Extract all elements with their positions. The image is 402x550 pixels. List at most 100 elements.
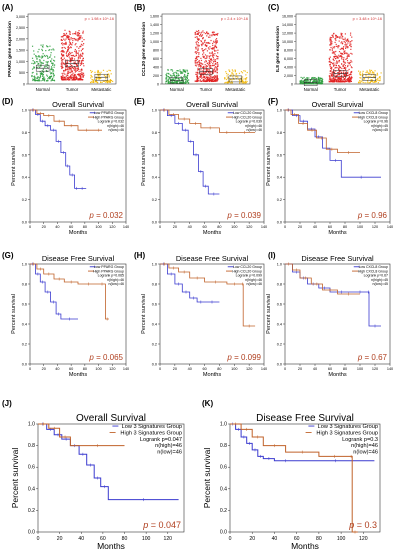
data-point <box>212 48 214 50</box>
x-tick-label: 100 <box>337 536 346 542</box>
data-point <box>110 73 112 75</box>
data-point <box>215 45 217 48</box>
data-point <box>183 82 185 84</box>
data-point <box>197 80 199 82</box>
data-point <box>165 74 168 76</box>
legend-entry: n(low)=45 <box>373 128 389 132</box>
data-point <box>332 34 334 36</box>
data-point <box>357 82 360 84</box>
data-point <box>50 54 52 56</box>
data-point <box>170 79 172 81</box>
data-point <box>97 78 99 80</box>
data-point <box>346 52 348 54</box>
series-line <box>30 109 102 131</box>
data-point <box>45 64 47 66</box>
legend-entry: High 3 Signatures Group <box>316 430 378 436</box>
data-point <box>330 75 333 77</box>
data-point <box>346 60 349 62</box>
data-point <box>91 78 93 81</box>
data-point <box>70 57 72 59</box>
data-point <box>186 69 188 71</box>
data-point <box>206 78 208 81</box>
data-point <box>167 79 169 81</box>
data-point <box>200 80 202 82</box>
data-point <box>195 41 197 43</box>
data-point <box>328 57 330 60</box>
y-tick-label: 3,000 <box>16 15 25 19</box>
data-point <box>214 80 216 82</box>
data-point <box>244 78 246 80</box>
data-point <box>79 78 81 80</box>
data-point <box>64 39 66 41</box>
data-point <box>81 62 83 64</box>
data-point <box>66 78 69 80</box>
y-tick-label: 0.8 <box>22 131 27 135</box>
panel-label: (B) <box>134 3 145 12</box>
data-point <box>110 79 113 82</box>
data-point <box>181 81 184 83</box>
data-point <box>203 78 205 80</box>
series-line <box>30 263 109 320</box>
data-point <box>176 74 178 76</box>
data-point <box>201 73 203 75</box>
data-point <box>61 72 63 75</box>
data-point <box>204 39 206 41</box>
data-point <box>331 72 333 74</box>
data-point <box>372 71 374 74</box>
data-point <box>198 39 200 41</box>
y-tick-label: 0.2 <box>22 198 27 202</box>
data-point <box>321 79 323 81</box>
data-point <box>42 53 44 55</box>
data-point <box>216 71 218 73</box>
y-tick-label: 1.0 <box>277 109 282 113</box>
data-point <box>100 81 102 83</box>
data-point <box>32 78 34 80</box>
p-value-text: = 0.96 <box>362 211 387 220</box>
data-point <box>232 70 234 72</box>
data-point <box>91 76 93 78</box>
data-point <box>209 66 211 68</box>
data-point <box>183 70 186 72</box>
data-point <box>33 76 35 78</box>
data-point <box>344 44 346 46</box>
data-point <box>198 35 201 37</box>
data-point <box>67 47 70 49</box>
data-point <box>206 69 208 71</box>
data-point <box>214 66 217 68</box>
p-value-label: p = 0.047 <box>142 520 181 530</box>
data-point <box>214 69 216 71</box>
data-point <box>209 55 211 58</box>
data-point <box>64 63 66 66</box>
data-point <box>335 36 337 38</box>
data-point <box>171 69 173 71</box>
plot-frame <box>29 263 127 365</box>
y-tick-label: 8,000 <box>284 49 293 53</box>
data-point <box>339 66 341 68</box>
legend-entry: n(high)=46 <box>107 278 124 282</box>
series-line <box>230 423 375 462</box>
legend-entry: High CCL20 Group <box>232 115 262 119</box>
data-point <box>307 81 309 83</box>
data-point <box>216 62 219 64</box>
data-point <box>228 80 230 83</box>
y-tick-label: 1.0 <box>152 263 157 267</box>
data-point <box>333 69 335 71</box>
data-point <box>336 57 339 59</box>
data-point <box>336 81 339 83</box>
data-point <box>199 76 201 78</box>
data-point <box>332 80 335 82</box>
data-point <box>42 79 44 81</box>
data-point <box>90 75 92 77</box>
data-point <box>344 62 347 64</box>
data-point <box>329 56 331 58</box>
data-point <box>62 54 64 56</box>
data-point <box>361 74 363 76</box>
chart-title: Overall Survival <box>186 100 238 109</box>
data-point <box>50 76 52 78</box>
p-value-symbol: p <box>226 211 232 220</box>
data-point <box>217 49 219 51</box>
data-point <box>34 62 36 64</box>
legend-entry: Low CXCL8 Group <box>359 111 388 115</box>
data-point <box>46 55 49 58</box>
